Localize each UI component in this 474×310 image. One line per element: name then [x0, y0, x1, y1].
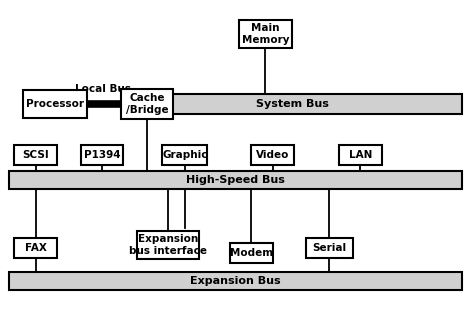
Bar	[14, 238, 57, 258]
Text: Modem: Modem	[230, 248, 273, 258]
Bar	[14, 145, 57, 165]
Bar	[123, 94, 462, 114]
Bar	[81, 145, 123, 165]
Bar	[239, 20, 292, 48]
Text: High-Speed Bus: High-Speed Bus	[186, 175, 285, 185]
Bar	[230, 242, 273, 263]
Text: Video: Video	[256, 150, 289, 160]
Bar	[23, 90, 86, 118]
Bar	[339, 145, 382, 165]
Bar	[9, 272, 462, 290]
Text: Expansion Bus: Expansion Bus	[190, 276, 281, 286]
Text: Local Bus: Local Bus	[75, 84, 131, 94]
Text: Cache
/Bridge: Cache /Bridge	[126, 93, 168, 115]
Bar	[121, 89, 173, 118]
Text: FAX: FAX	[25, 243, 46, 253]
Text: SCSI: SCSI	[22, 150, 49, 160]
Bar	[306, 238, 353, 258]
Text: Main
Memory: Main Memory	[242, 23, 289, 45]
Bar	[9, 170, 462, 189]
Text: LAN: LAN	[348, 150, 372, 160]
Text: Serial: Serial	[312, 243, 346, 253]
Text: Graphic: Graphic	[162, 150, 208, 160]
Text: Expansion
bus interface: Expansion bus interface	[129, 234, 207, 256]
Bar	[137, 231, 199, 259]
Text: Processor: Processor	[26, 99, 83, 109]
Bar	[251, 145, 294, 165]
Bar	[162, 145, 207, 165]
Text: P1394: P1394	[83, 150, 120, 160]
Text: System Bus: System Bus	[256, 99, 329, 109]
